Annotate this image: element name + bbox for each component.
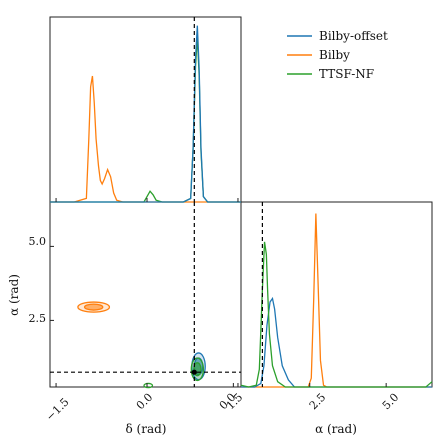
alpha-y-axis-label: α (rad) — [7, 274, 21, 316]
joint-panel — [50, 202, 241, 389]
alpha-x-tick-label-2: 5.0 — [380, 391, 402, 413]
delta-marginal-panel — [50, 17, 241, 203]
joint-panel-frame — [49, 201, 242, 388]
legend-label-ttsf-nf: TTSF-NF — [319, 67, 374, 81]
legend-label-bilby: Bilby — [319, 48, 350, 62]
alpha-y-tick-label-0: 2.5 — [29, 312, 47, 325]
alpha-marginal-line-ttsf-nf — [240, 241, 433, 388]
alpha-marginal-line-bilby — [241, 213, 432, 388]
alpha-y-tick-label-1: 5.0 — [29, 235, 47, 248]
alpha-marginal-line-bilby-offset — [241, 296, 432, 388]
joint-contour-bilby-0-level-0 — [83, 303, 104, 311]
delta-marginal-frame — [49, 16, 242, 203]
legend-label-bilby-offset: Bilby-offset — [319, 29, 388, 43]
joint-contour-ttsf-nf-3-level-0 — [143, 382, 154, 389]
joint-truth-point-0 — [191, 369, 197, 375]
delta-marginal-line-bilby-offset — [50, 25, 241, 203]
delta-tick-label-0: −1.5 — [43, 395, 71, 423]
delta-axis-label: δ (rad) — [126, 422, 167, 436]
legend: Bilby-offset Bilby TTSF-NF — [287, 29, 388, 81]
alpha-x-tick-label-1: 2.5 — [307, 391, 329, 413]
delta-marginal-line-bilby — [50, 75, 241, 203]
delta-tick-label-1: 0.0 — [134, 391, 156, 413]
alpha-marginal-panel — [232, 202, 433, 388]
alpha-x-axis-label: α (rad) — [315, 422, 357, 436]
delta-marginal-line-ttsf-nf — [50, 36, 241, 203]
alpha-marginal-frame — [240, 201, 433, 388]
